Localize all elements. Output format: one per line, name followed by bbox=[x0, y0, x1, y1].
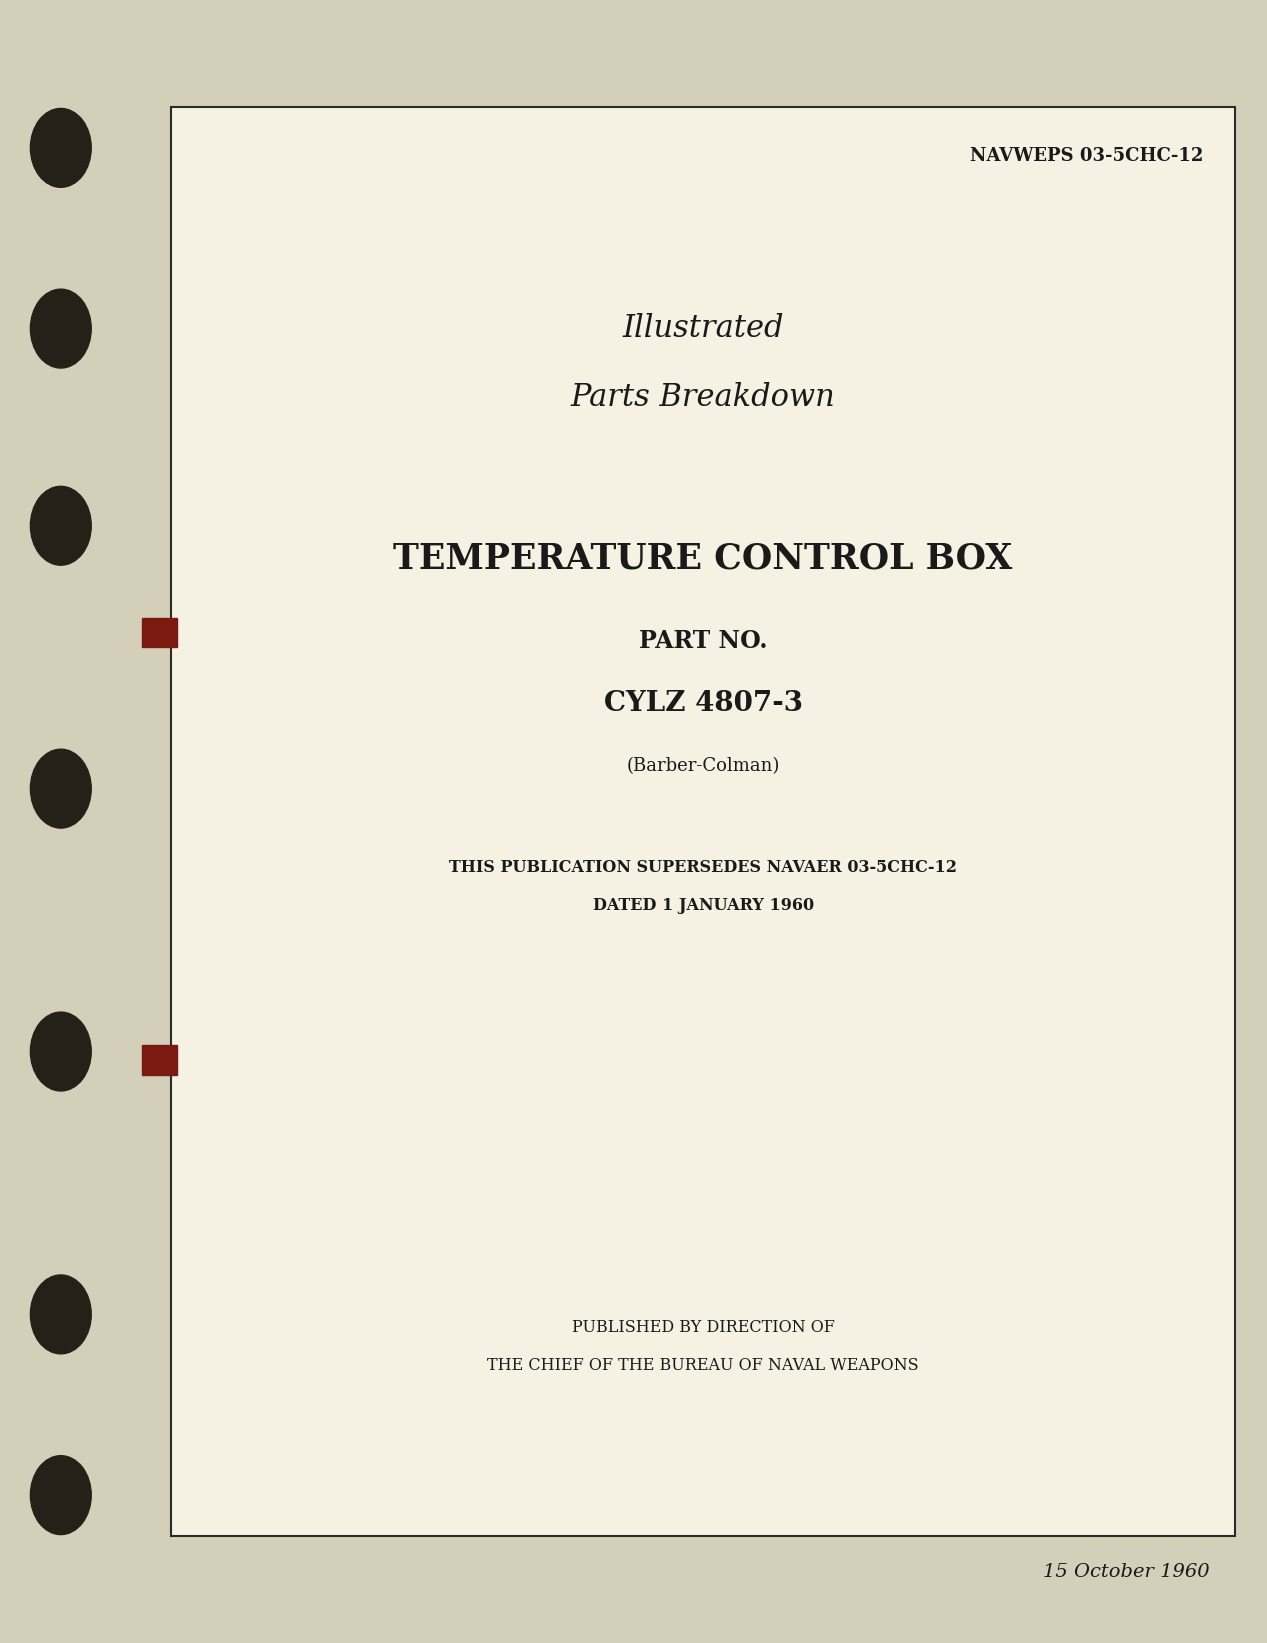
Text: PUBLISHED BY DIRECTION OF: PUBLISHED BY DIRECTION OF bbox=[571, 1319, 835, 1336]
Text: DATED 1 JANUARY 1960: DATED 1 JANUARY 1960 bbox=[593, 897, 813, 914]
Text: (Barber-Colman): (Barber-Colman) bbox=[626, 757, 780, 774]
Circle shape bbox=[30, 486, 91, 565]
Circle shape bbox=[30, 1275, 91, 1354]
Text: THE CHIEF OF THE BUREAU OF NAVAL WEAPONS: THE CHIEF OF THE BUREAU OF NAVAL WEAPONS bbox=[488, 1357, 919, 1374]
Text: NAVWEPS 03-5CHC-12: NAVWEPS 03-5CHC-12 bbox=[971, 148, 1204, 164]
Text: 15 October 1960: 15 October 1960 bbox=[1043, 1564, 1210, 1581]
Text: Illustrated: Illustrated bbox=[622, 314, 784, 343]
Text: CYLZ 4807-3: CYLZ 4807-3 bbox=[603, 690, 803, 716]
Bar bbox=[171, 107, 1235, 1536]
Bar bbox=[142, 618, 177, 647]
Bar bbox=[142, 1045, 177, 1075]
Circle shape bbox=[30, 1456, 91, 1535]
Text: Parts Breakdown: Parts Breakdown bbox=[571, 383, 835, 412]
Circle shape bbox=[30, 108, 91, 187]
Circle shape bbox=[30, 749, 91, 828]
Circle shape bbox=[30, 1012, 91, 1091]
Text: THIS PUBLICATION SUPERSEDES NAVAER 03-5CHC-12: THIS PUBLICATION SUPERSEDES NAVAER 03-5C… bbox=[450, 859, 957, 876]
Text: TEMPERATURE CONTROL BOX: TEMPERATURE CONTROL BOX bbox=[394, 542, 1012, 575]
Circle shape bbox=[30, 289, 91, 368]
Text: PART NO.: PART NO. bbox=[639, 629, 768, 652]
